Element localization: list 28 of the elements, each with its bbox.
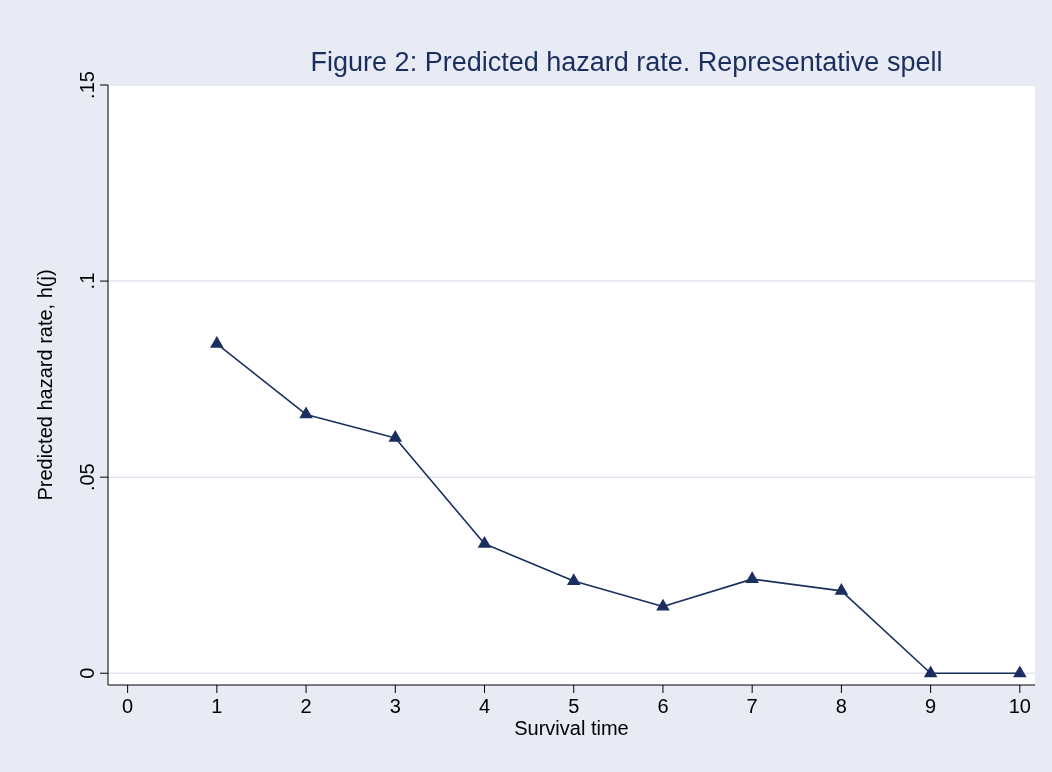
x-tick-label: 10 [1008, 695, 1031, 717]
point [210, 335, 224, 348]
point [1013, 665, 1027, 678]
x-tick-label: 7 [746, 695, 758, 717]
y-tick-label: 0 [76, 667, 98, 679]
x-tick-label: 1 [211, 695, 223, 717]
point [923, 665, 938, 678]
x-tick-label: 3 [389, 695, 401, 717]
point [388, 430, 403, 442]
x-tick-label: 0 [122, 695, 134, 717]
point [656, 598, 670, 611]
x-tick-label: 4 [478, 695, 491, 717]
x-tick-label: 9 [925, 695, 937, 717]
x-tick-label: 6 [657, 695, 669, 717]
point [477, 535, 492, 548]
chart-title: Figure 2: Predicted hazard rate. Representative spell [310, 47, 943, 77]
point [834, 583, 849, 595]
point [566, 573, 581, 585]
x-tick-label: 2 [300, 695, 312, 717]
x-axis-title: Survival time [514, 717, 629, 739]
point [299, 406, 313, 419]
y-tick-label: .1 [76, 272, 98, 290]
point [745, 571, 759, 584]
y-tick-label: .15 [76, 71, 98, 99]
x-tick-label: 8 [835, 695, 847, 717]
y-tick-label: .05 [76, 463, 98, 492]
x-tick-label: 5 [568, 695, 580, 717]
y-axis-title: Predicted hazard rate, h(j) [34, 269, 56, 501]
